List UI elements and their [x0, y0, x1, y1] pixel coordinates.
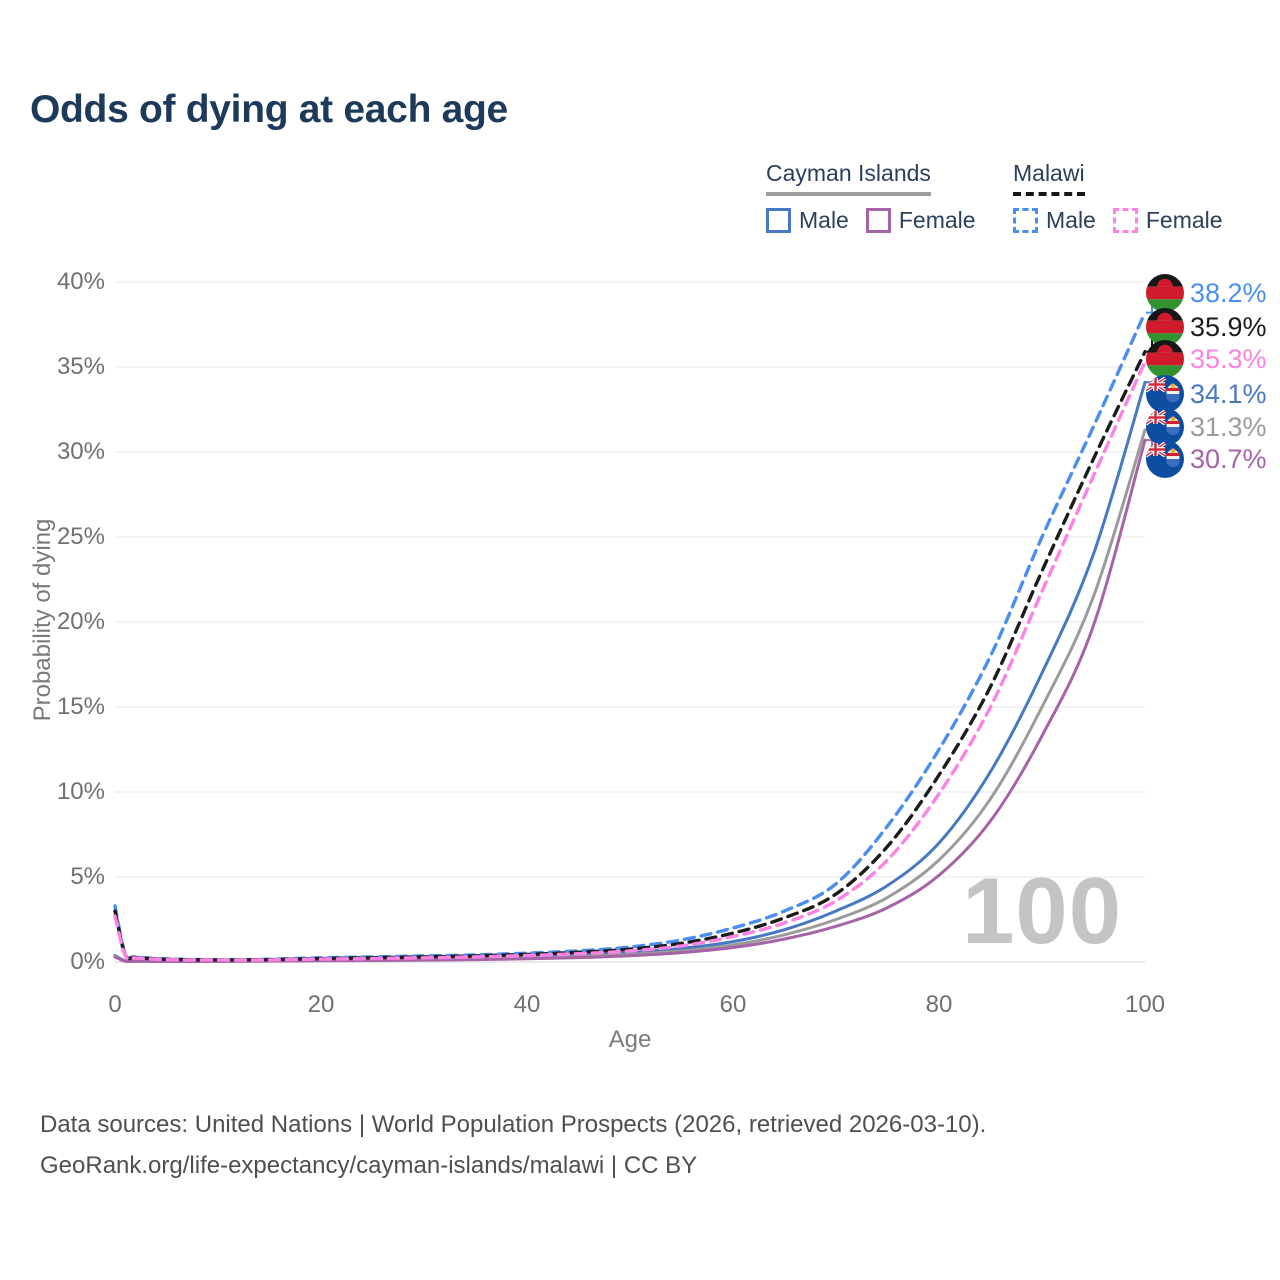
x-axis-title: Age [608, 1026, 652, 1053]
cayman-islands-both-end-value-label: 31.3% [1190, 412, 1267, 442]
y-tick-label: 35% [56, 353, 105, 380]
x-tick-label: 80 [925, 991, 953, 1018]
y-tick-label: 25% [56, 523, 105, 550]
y-tick-label: 30% [56, 438, 105, 465]
legend-items-row: Male Female [766, 207, 993, 234]
cayman-islands-flag-icon [1146, 440, 1184, 478]
x-tick-label: 60 [719, 991, 747, 1018]
footer-data-sources: Data sources: United Nations | World Pop… [40, 1111, 987, 1138]
cayman-islands-flag-icon [1146, 408, 1184, 446]
legend-item-label: Male [1046, 207, 1096, 233]
legend-item-malawi-female: Female [1112, 207, 1223, 234]
cayman-islands-male-end-value-label: 34.1% [1190, 379, 1267, 409]
x-tick-label: 40 [513, 991, 541, 1018]
legend-item-cayman-islands-male: Male [766, 207, 849, 234]
legend-group-cayman-islands: Cayman Islands Male Female [766, 160, 993, 234]
cayman-islands-flag-icon [1146, 375, 1184, 413]
legend-swatch-icon [1112, 208, 1138, 233]
legend-item-malawi-male: Male [1013, 207, 1096, 234]
legend-item-cayman-islands-female: Female [865, 207, 976, 234]
x-tick-label: 0 [108, 991, 122, 1018]
legend-item-label: Female [898, 207, 976, 233]
malawi-flag-icon [1146, 274, 1184, 312]
legend-items-row: Male Female [1013, 207, 1240, 234]
footer: Data sources: United Nations | World Pop… [40, 1104, 986, 1186]
y-tick-label: 10% [56, 778, 105, 805]
y-tick-label: 20% [56, 608, 105, 635]
x-tick-label: 20 [307, 991, 335, 1018]
legend-item-label: Male [799, 207, 849, 233]
y-tick-label: 15% [56, 693, 105, 720]
legend-country-label: Malawi [1013, 160, 1085, 196]
cayman-islands-female-end-value-label: 30.7% [1190, 444, 1267, 474]
malawi-both-end-value-label: 35.9% [1190, 312, 1267, 342]
malawi-female-end-value-label: 35.3% [1190, 344, 1267, 374]
page-title: Odds of dying at each age [30, 88, 508, 131]
y-tick-label: 5% [70, 863, 105, 890]
y-tick-label: 40% [56, 268, 105, 295]
legend-swatch-icon [865, 208, 891, 233]
legend-swatch-icon [1013, 208, 1038, 233]
legend-swatch-icon [766, 208, 791, 233]
malawi-female-line [113, 360, 1147, 962]
legend-country-label: Cayman Islands [766, 160, 931, 196]
malawi-flag-icon [1146, 340, 1184, 378]
y-tick-label: 0% [70, 948, 105, 975]
legend-group-malawi: Malawi Male Female [1013, 160, 1240, 234]
malawi-male-end-value-label: 38.2% [1190, 278, 1267, 308]
footer-attribution: GeoRank.org/life-expectancy/cayman-islan… [40, 1152, 698, 1179]
y-axis-title: Probability of dying [29, 518, 56, 722]
x-tick-label: 100 [1124, 991, 1166, 1018]
watermark-age-100: 100 [962, 858, 1122, 963]
legend-item-label: Female [1145, 207, 1223, 233]
